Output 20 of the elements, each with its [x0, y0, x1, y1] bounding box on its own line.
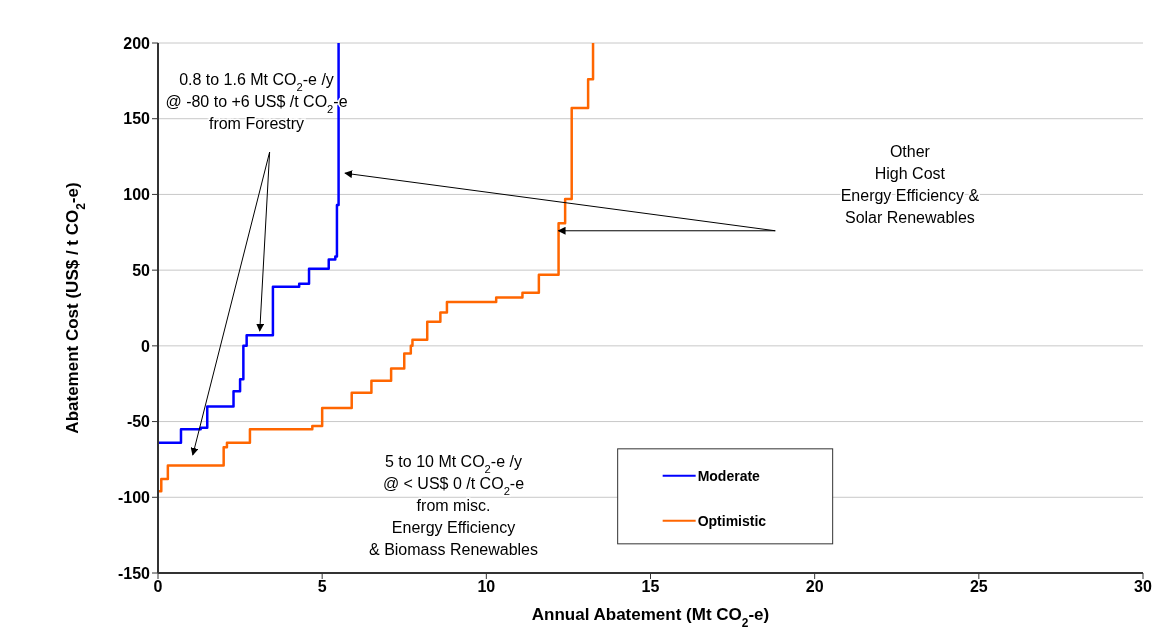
- x-tick-label: 0: [153, 578, 163, 596]
- y-tick-label: 200: [123, 34, 151, 52]
- x-axis-title: Annual Abatement (Mt CO$_{2}$-e): [531, 605, 770, 630]
- x-tick-label: 30: [1134, 578, 1152, 596]
- x-tick-label: 20: [805, 578, 824, 596]
- x-tick-label: 5: [317, 578, 327, 596]
- annotation: Other High Cost Energy Efficiency & Solar Renewables: [840, 142, 980, 226]
- y-tick-label: -100: [117, 488, 151, 506]
- y-tick-label: 0: [141, 337, 151, 355]
- y-tick-label: 150: [123, 110, 151, 128]
- legend-label: Optimistic: [697, 512, 767, 529]
- x-tick-label: 15: [641, 578, 660, 596]
- y-tick-label: 50: [132, 261, 151, 279]
- text: 5 to 10 Mt CO$_{2}$-e /y @ < US$ 0 /t CO$_{2}$-e from misc. Energy Efficiency & Biomass Renewables: [369, 453, 538, 558]
- y-tick-label: 100: [123, 186, 151, 204]
- legend-label: Moderate: [697, 467, 761, 484]
- x-tick-label: 25: [969, 578, 988, 596]
- x-tick-label: 10: [477, 578, 496, 596]
- y-tick-label: -150: [117, 564, 151, 582]
- y-tick-label: -50: [126, 413, 151, 431]
